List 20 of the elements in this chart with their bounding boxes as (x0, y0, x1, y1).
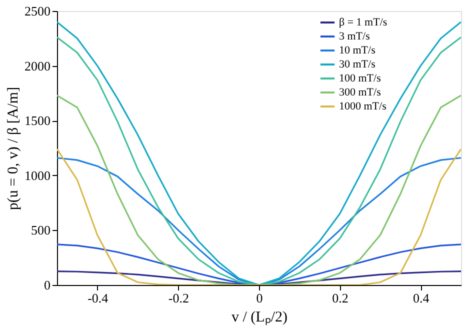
x-tick-label: 0 (256, 290, 263, 306)
x-axis-title: v / (Lₚ/2) (232, 310, 288, 326)
x-tick-label: 0.2 (332, 290, 348, 306)
y-tick-label: 2500 (24, 4, 50, 18)
y-tick-label: 500 (31, 222, 50, 238)
x-tick-label: 0.4 (412, 290, 430, 306)
legend-label: 100 mT/s (339, 72, 381, 84)
legend-label: 3 mT/s (339, 30, 370, 42)
legend-label: 10 mT/s (339, 44, 376, 56)
legend-label: 300 mT/s (339, 86, 381, 98)
x-tick-label: -0.4 (88, 290, 109, 306)
y-tick-label: 0 (44, 278, 50, 292)
y-tick-label: 1000 (24, 168, 50, 183)
legend-label: β = 1 mT/s (339, 16, 388, 28)
y-tick-label: 1500 (24, 113, 50, 128)
y-axis-title: p(u = 0, v) / β [A/m] (6, 86, 22, 210)
legend-label: 30 mT/s (339, 58, 376, 70)
legend-label: 1000 mT/s (339, 100, 386, 112)
y-tick-label: 2000 (24, 58, 50, 74)
x-tick-label: -0.2 (168, 290, 189, 306)
